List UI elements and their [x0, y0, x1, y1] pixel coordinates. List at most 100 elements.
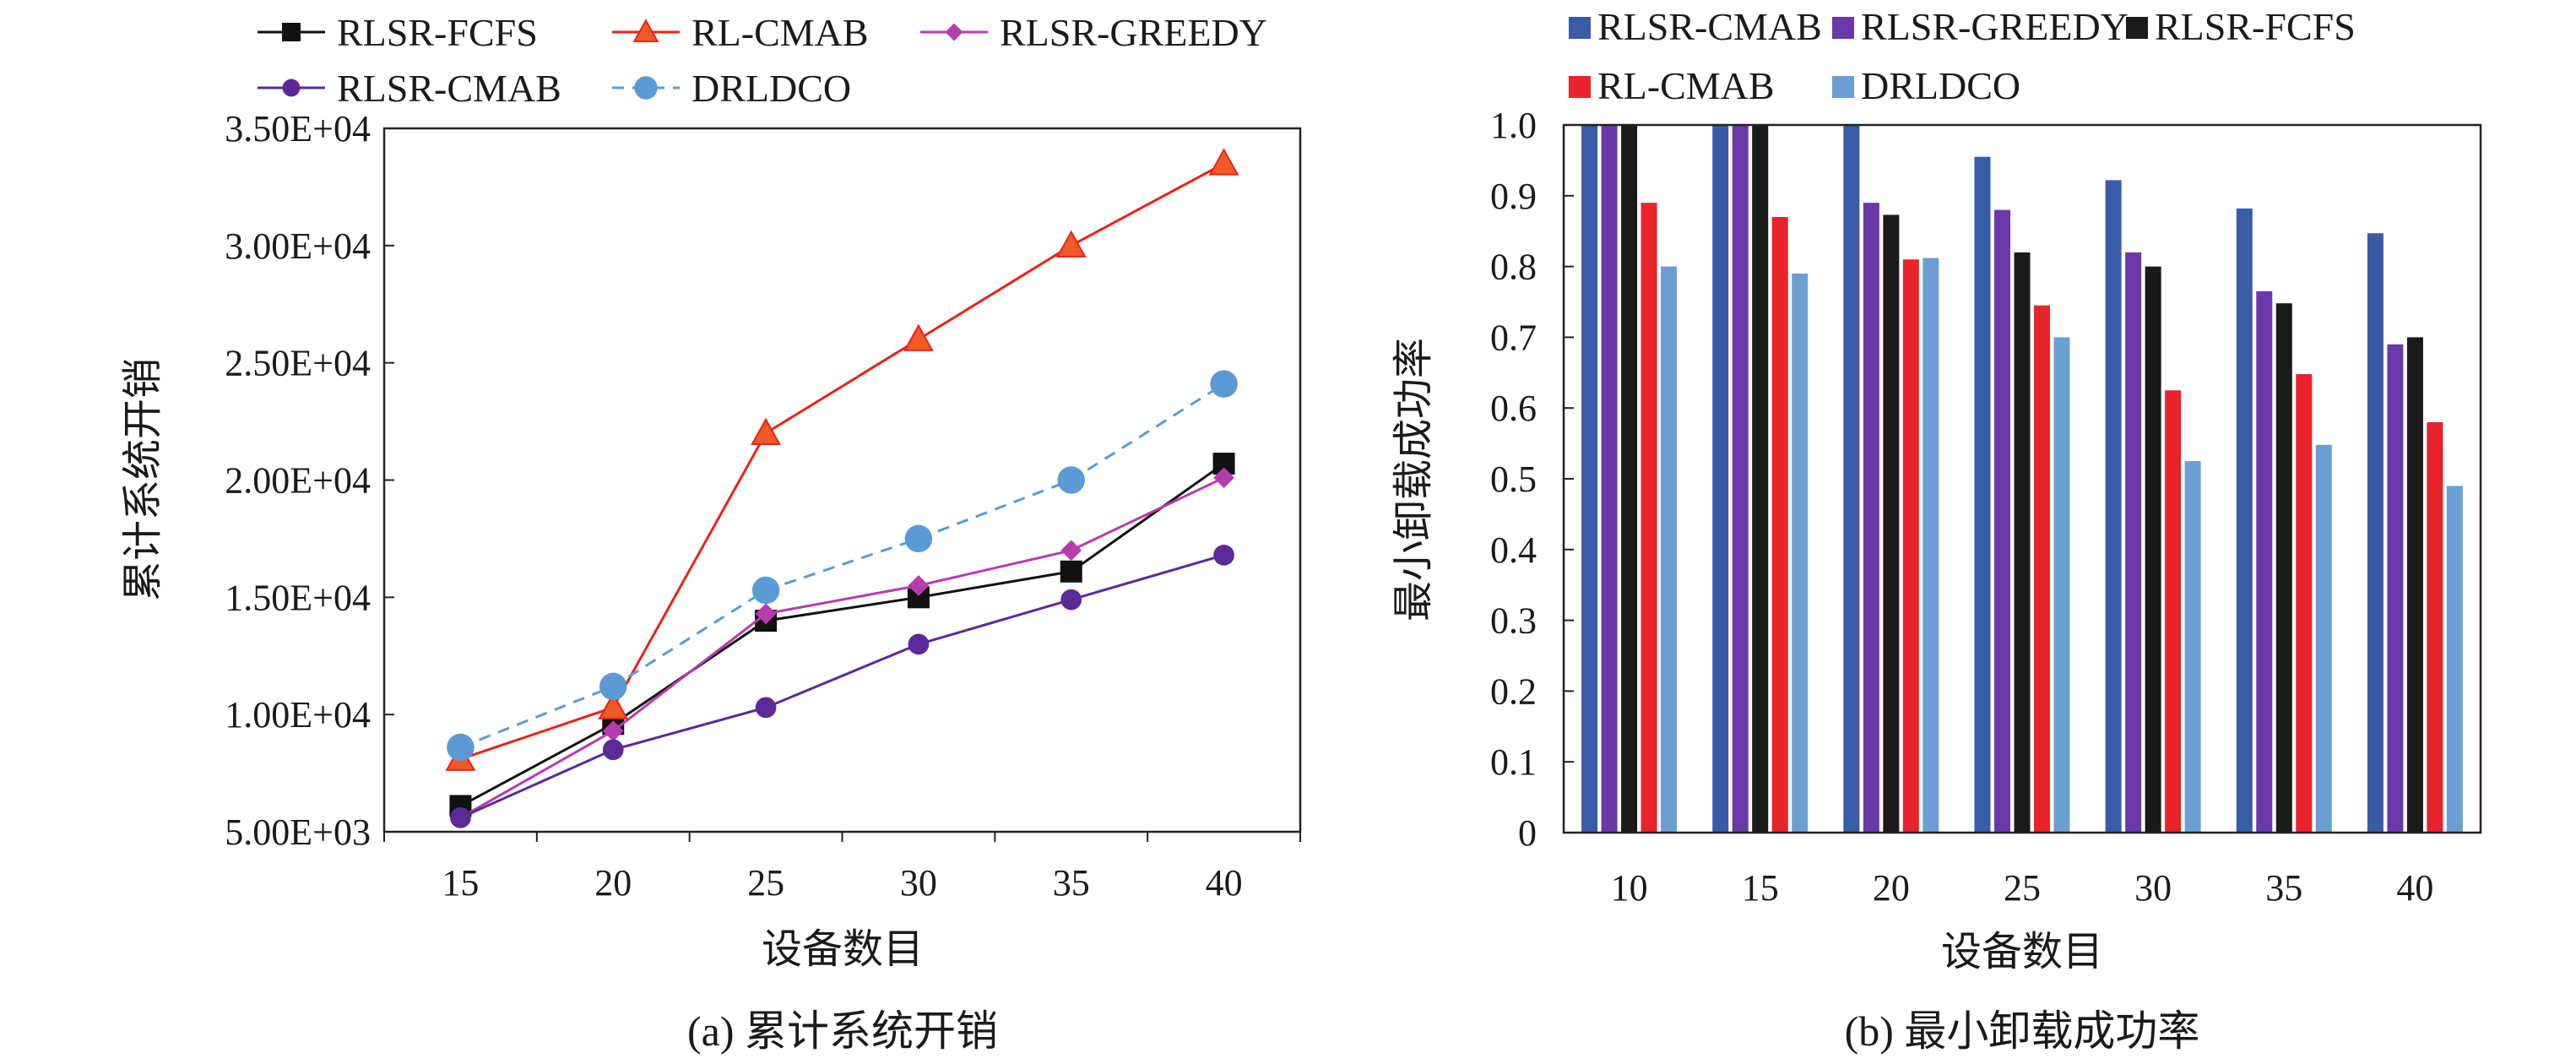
data-point-rlsr-cmab — [1213, 545, 1234, 566]
x-tick-label: 35 — [1053, 862, 1090, 904]
bar-rlsr-cmab — [1974, 156, 1991, 833]
line-chart-legend: RLSR-FCFS RL-CMAB RLSR-GREEDY RLSR-CMAB DRLD… — [258, 11, 1267, 110]
legend-marker — [632, 19, 659, 42]
data-point-rlsr-greedy — [908, 575, 930, 596]
bar-chart-x-axis-title: 设备数目 — [1941, 930, 2103, 974]
legend-swatch — [2126, 17, 2148, 39]
y-tick-label: 0.5 — [1490, 459, 1537, 500]
legend-label: RL-CMAB — [691, 11, 869, 54]
x-tick-label: 20 — [594, 862, 632, 904]
bar-rlsr-greedy — [1601, 125, 1618, 833]
bar-drldco — [1661, 266, 1678, 833]
bar-rlsr-fcfs — [2014, 252, 2031, 833]
data-point-rlsr-greedy — [602, 720, 624, 741]
bar-rlsr-fcfs — [1752, 125, 1769, 833]
data-point-rl-cmab — [903, 323, 934, 351]
series-line-rl-cmab — [459, 162, 1225, 761]
legend-item-rlsr-cmab: RLSR-CMAB — [1569, 5, 1822, 48]
x-tick-label: 30 — [900, 862, 937, 904]
y-tick-label: 2.00E+04 — [225, 460, 371, 502]
line-chart-caption: (a) 累计系统开销 — [687, 1007, 998, 1055]
bar-rl-cmab — [2427, 421, 2443, 833]
data-point-rl-cmab — [1055, 230, 1087, 258]
y-tick-label: 0.3 — [1490, 600, 1537, 642]
bar-rlsr-cmab — [1712, 125, 1729, 833]
y-tick-label: 5.00E+03 — [225, 812, 371, 853]
bar-rlsr-cmab — [2367, 233, 2383, 833]
data-point-drldco — [1210, 370, 1238, 398]
bar-drldco — [2053, 337, 2070, 833]
legend-label: RLSR-FCFS — [337, 11, 538, 54]
legend-item-rlsr-greedy: RLSR-GREEDY — [1832, 5, 2129, 48]
legend-label: RLSR-FCFS — [2155, 5, 2356, 48]
bar-chart-y-axis: 0 0.1 0.2 0.3 0.4 0.5 0.6 0.7 0.8 0.9 1.0 — [1490, 105, 1574, 854]
y-tick-label: 0.4 — [1490, 529, 1537, 571]
data-point-rlsr-fcfs — [1060, 560, 1082, 583]
series-rlsr-cmab — [450, 545, 1234, 828]
bar-rlsr-cmab — [2236, 208, 2253, 833]
bar-drldco — [2315, 444, 2332, 833]
bar-rlsr-fcfs — [1621, 125, 1638, 833]
legend-swatch — [1569, 17, 1591, 39]
data-point-rl-cmab — [598, 692, 629, 719]
bar-chart-legend: RLSR-CMAB RLSR-GREEDY RLSR-FCFS RL-CMAB DRLD… — [1569, 5, 2356, 107]
y-tick-label: 1.50E+04 — [225, 577, 371, 618]
bar-rl-cmab — [1902, 259, 1919, 833]
legend-item-rlsr-cmab: RLSR-CMAB — [258, 67, 561, 110]
y-tick-label: 3.50E+04 — [225, 108, 371, 149]
x-tick-label: 20 — [1873, 867, 1910, 909]
bar-drldco — [2446, 486, 2463, 833]
data-point-rlsr-cmab — [450, 806, 471, 828]
line-chart-plot-area — [382, 127, 1302, 833]
y-tick-label: 1.00E+04 — [225, 694, 371, 736]
legend-label: RLSR-CMAB — [337, 67, 561, 110]
series-rl-cmab — [445, 148, 1239, 771]
y-tick-label: 0.6 — [1490, 388, 1537, 429]
bar-rlsr-fcfs — [2275, 303, 2292, 833]
series-line-rlsr-fcfs — [459, 462, 1225, 807]
y-tick-label: 0 — [1518, 812, 1537, 854]
x-tick-label: 40 — [2396, 867, 2433, 909]
series-rlsr-greedy — [450, 467, 1234, 828]
data-point-drldco — [751, 576, 780, 605]
series-line-rlsr-greedy — [459, 476, 1225, 819]
line-chart-series — [445, 148, 1239, 828]
data-point-rl-cmab — [1208, 148, 1239, 176]
bar-rlsr-fcfs — [1883, 214, 1900, 833]
data-point-rl-cmab — [751, 417, 782, 445]
bar-rlsr-greedy — [2256, 290, 2273, 833]
data-point-rlsr-cmab — [755, 697, 777, 719]
x-tick-label: 25 — [747, 862, 784, 904]
y-tick-label: 0.2 — [1490, 670, 1537, 712]
legend-marker — [282, 23, 301, 41]
legend-item-rl-cmab: RL-CMAB — [612, 11, 869, 54]
bar-rl-cmab — [2296, 373, 2313, 833]
bar-rl-cmab — [1641, 203, 1657, 833]
legend-item-rlsr-greedy: RLSR-GREEDY — [920, 11, 1267, 54]
bar-chart-y-axis-title: 最小卸载成功率 — [1391, 338, 1436, 622]
bar-rlsr-greedy — [2125, 252, 2142, 833]
legend-marker — [945, 23, 963, 41]
legend-item-drldco: DRLDCO — [1832, 64, 2020, 107]
legend-item-rlsr-fcfs: RLSR-FCFS — [2126, 5, 2356, 48]
data-point-drldco — [599, 672, 627, 701]
bar-rlsr-cmab — [2105, 180, 2122, 833]
bar-rlsr-greedy — [1732, 125, 1749, 833]
data-point-rlsr-greedy — [1060, 540, 1082, 562]
bar-rlsr-cmab — [1581, 125, 1598, 833]
bar-rlsr-greedy — [1994, 209, 2010, 833]
legend-item-rlsr-fcfs: RLSR-FCFS — [258, 11, 538, 54]
data-point-rlsr-cmab — [908, 633, 930, 655]
x-tick-label: 30 — [2134, 867, 2172, 909]
bar-drldco — [1923, 258, 1939, 833]
line-chart-y-axis-title: 累计系统开销 — [121, 358, 165, 601]
bar-chart-plot-area — [1562, 123, 2482, 834]
legend-swatch — [1832, 76, 1854, 98]
series-line-drldco — [459, 383, 1225, 749]
series-line-rlsr-cmab — [459, 553, 1225, 819]
x-tick-label: 35 — [2265, 867, 2302, 909]
legend-marker — [282, 79, 301, 97]
line-chart-y-axis: 5.00E+03 1.00E+04 1.50E+04 2.00E+04 2.50E+04… — [225, 108, 394, 853]
data-point-rlsr-cmab — [1060, 589, 1082, 611]
